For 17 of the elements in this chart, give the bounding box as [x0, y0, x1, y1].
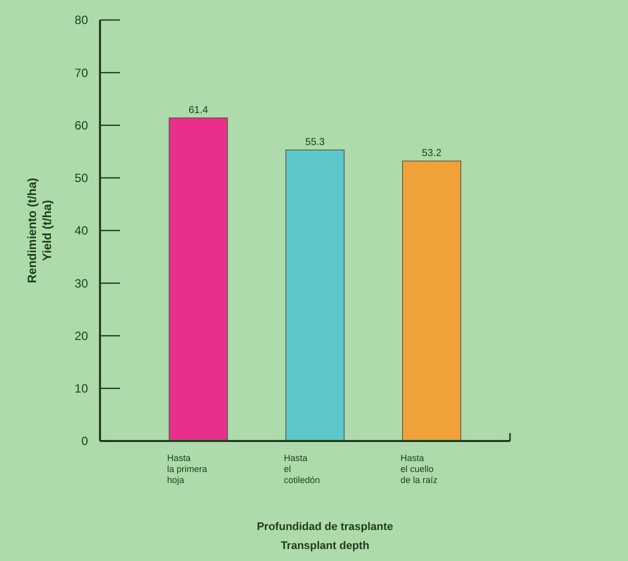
y-tick-label: 40: [74, 224, 88, 238]
x-tick-label: Hasta el cotiledón: [284, 453, 320, 485]
y-tick-label: 10: [74, 382, 88, 396]
y-tick-label: 70: [74, 66, 88, 80]
y-axis-title: Rendimiento (t/ha) Yield (t/ha): [25, 178, 54, 284]
y-tick-label: 20: [74, 328, 88, 343]
y-tick-label: 80: [74, 13, 88, 28]
data-label: 53.2: [422, 148, 442, 160]
y-tick-label: 60: [74, 118, 88, 132]
x-axis-title: Profundidad de trasplante Transplant depth: [256, 521, 394, 552]
y-tick-label: 50: [74, 171, 88, 186]
x-tick-label: Hasta el cuello de la raíz: [400, 453, 438, 485]
y-tick-label: 0: [81, 434, 88, 448]
x-tick-label: Hasta la primera hoja: [167, 453, 208, 485]
y-tick-label: 30: [74, 276, 88, 290]
data-label: 61.4: [188, 104, 208, 116]
data-label: 55.3: [305, 136, 326, 148]
